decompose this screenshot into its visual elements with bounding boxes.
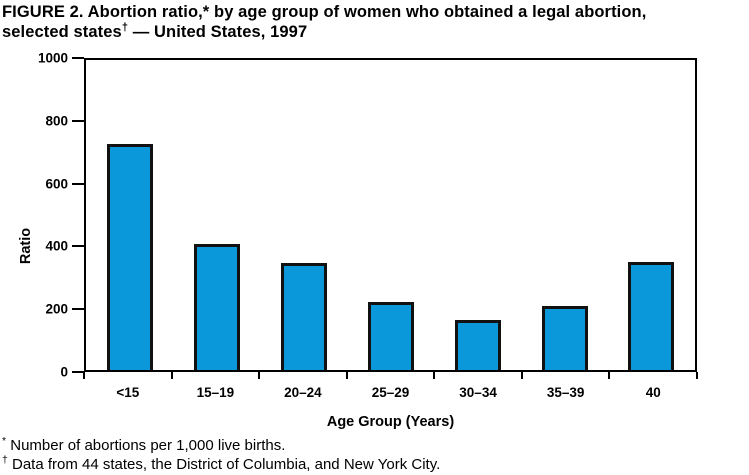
footnotes: * Number of abortions per 1,000 live bir… [2,435,441,475]
x-tick-label: <15 [116,385,140,400]
bar-age-40 [628,262,675,370]
x-tick-mark [83,372,85,379]
x-tick-label: 40 [645,385,661,400]
y-tick-label: 0 [60,364,68,380]
title-line2: selected states [2,23,122,41]
title-line1: FIGURE 2. Abortion ratio,* by age group … [2,3,647,21]
x-tick-mark [345,372,348,379]
y-axis-tick-marks [72,57,84,373]
x-tick-mark [433,372,436,379]
y-tick-mark [72,119,84,122]
y-tick-label: 400 [45,238,68,254]
figure-title: FIGURE 2. Abortion ratio,* by age group … [2,2,748,42]
footnote-text: Number of abortions per 1,000 live birth… [6,437,286,454]
y-tick-mark [72,371,84,373]
y-tick-mark [72,182,84,185]
bar-age-35-39 [541,305,588,370]
title-dagger-footnote-mark: † [121,21,129,34]
x-tick-mark [696,372,698,379]
footnote-abortion-ratio-definition: * Number of abortions per 1,000 live bir… [2,435,440,456]
x-tick-label: 35–39 [546,385,585,400]
x-tick-mark [258,372,261,379]
bar-age-15-19 [193,244,240,370]
y-tick-mark [72,308,84,311]
dagger-footnote-mark: † [2,453,8,466]
x-tick-label: 15–19 [196,385,235,400]
y-tick-label: 800 [45,113,68,129]
y-tick-label: 1000 [37,50,68,66]
title-line2-rest: — United States, 1997 [128,23,308,41]
x-axis-tick-labels: <15 15–19 20–24 25–29 30–34 35–39 40 [84,385,697,401]
y-tick-label: 600 [45,176,68,192]
asterisk-footnote-mark: * [2,435,7,447]
x-axis-title: Age Group (Years) [326,414,455,430]
x-axis-tick-marks [83,372,698,381]
y-tick-mark [72,57,84,59]
bar-age-20-24 [280,263,327,370]
plot-area [84,58,697,372]
y-tick-label: 200 [45,301,68,317]
x-tick-mark [608,372,611,379]
x-tick-mark [170,372,173,379]
x-tick-label: 20–24 [284,385,322,400]
bar-age--15 [106,143,153,370]
bar-age-30-34 [454,320,501,370]
y-tick-mark [72,245,84,248]
bar-age-25-29 [367,301,414,370]
footnote-data-source: † Data from 44 states, the District of C… [2,453,441,475]
footnote-text: Data from 44 states, the District of Col… [7,455,441,473]
y-axis-tick-labels: 0 200 400 600 800 1000 [0,51,68,380]
x-tick-mark [520,372,523,379]
x-tick-label: 25–29 [371,385,410,400]
x-tick-label: 30–34 [459,385,497,400]
